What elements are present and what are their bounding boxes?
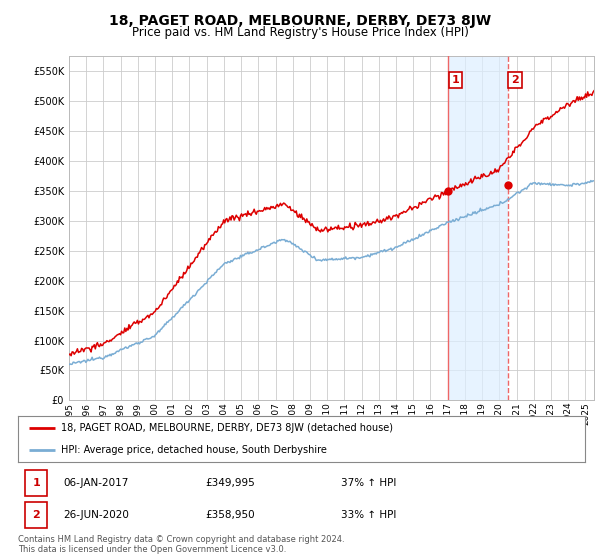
Text: 1: 1 <box>32 478 40 488</box>
Text: 06-JAN-2017: 06-JAN-2017 <box>64 478 129 488</box>
Text: 18, PAGET ROAD, MELBOURNE, DERBY, DE73 8JW (detached house): 18, PAGET ROAD, MELBOURNE, DERBY, DE73 8… <box>61 423 392 433</box>
Text: 33% ↑ HPI: 33% ↑ HPI <box>341 510 397 520</box>
Bar <box>448 56 508 400</box>
Text: 2: 2 <box>511 75 519 85</box>
FancyBboxPatch shape <box>25 470 47 496</box>
Text: 18, PAGET ROAD, MELBOURNE, DERBY, DE73 8JW: 18, PAGET ROAD, MELBOURNE, DERBY, DE73 8… <box>109 14 491 28</box>
Text: 2: 2 <box>32 510 40 520</box>
Text: £349,995: £349,995 <box>205 478 255 488</box>
Text: 1: 1 <box>451 75 459 85</box>
Text: £358,950: £358,950 <box>205 510 255 520</box>
Text: Price paid vs. HM Land Registry's House Price Index (HPI): Price paid vs. HM Land Registry's House … <box>131 26 469 39</box>
Text: 26-JUN-2020: 26-JUN-2020 <box>64 510 129 520</box>
Text: Contains HM Land Registry data © Crown copyright and database right 2024.
This d: Contains HM Land Registry data © Crown c… <box>18 535 344 554</box>
Text: HPI: Average price, detached house, South Derbyshire: HPI: Average price, detached house, Sout… <box>61 445 326 455</box>
FancyBboxPatch shape <box>25 502 47 528</box>
Text: 37% ↑ HPI: 37% ↑ HPI <box>341 478 397 488</box>
